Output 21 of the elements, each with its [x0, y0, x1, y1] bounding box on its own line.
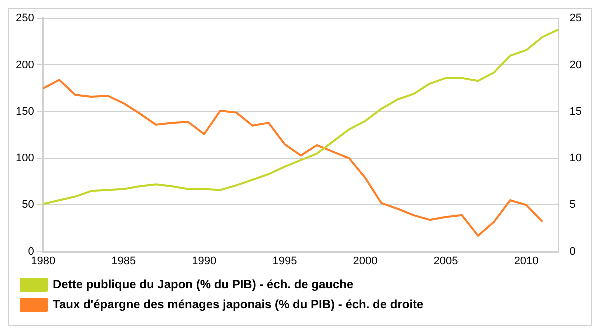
legend-label: Taux d'épargne des ménages japonais (% du PIB) - éch. de droite: [53, 297, 424, 312]
y2-tick-label: 5: [570, 199, 576, 212]
y-tick-label: 150: [16, 106, 34, 118]
y2-tick-label: 10: [570, 152, 582, 165]
y-tick-label: 250: [16, 12, 34, 25]
y2-tick-label: 0: [570, 246, 576, 258]
x-tick-label: 1990: [192, 255, 217, 268]
x-tick-label: 2000: [353, 255, 378, 268]
y2-tick-label: 20: [570, 59, 582, 72]
x-tick-label: 1995: [272, 255, 298, 268]
y-tick-label: 50: [22, 199, 34, 212]
x-tick-label: 1980: [31, 255, 56, 268]
x-tick-label: 2010: [514, 255, 539, 268]
y2-tick-label: 15: [570, 106, 582, 118]
x-tick-label: 1985: [112, 255, 136, 268]
y-tick-label: 100: [16, 152, 34, 165]
y2-tick-label: 25: [570, 12, 582, 25]
y-tick-label: 200: [16, 59, 34, 72]
x-tick-label: 2005: [434, 255, 458, 268]
y-tick-label: 0: [28, 246, 34, 258]
legend-label: Dette publique du Japon (% du PIB) - éch. de gauche: [53, 277, 354, 292]
